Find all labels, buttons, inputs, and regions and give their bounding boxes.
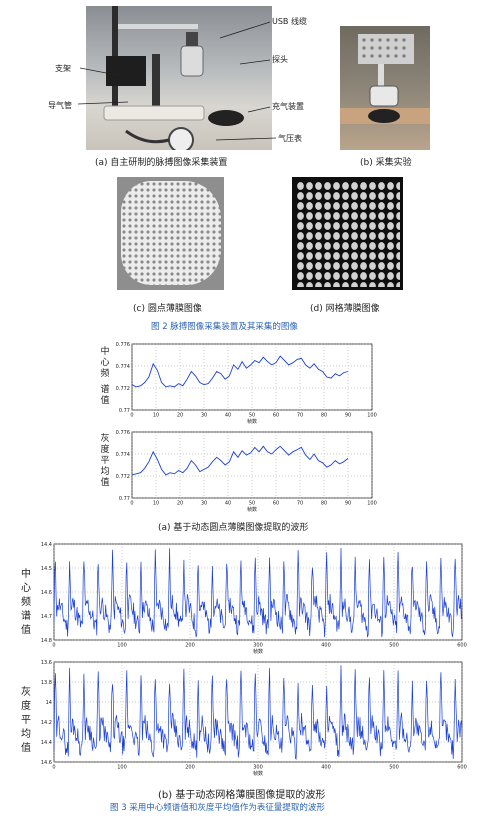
x-tick-label: 20 <box>177 413 183 419</box>
caption-photo-c: (c) 圆点薄膜图像 <box>133 304 202 314</box>
x-tick-label: 100 <box>367 501 377 507</box>
label-probe: 探头 <box>272 55 288 64</box>
y-tick-label: 0.772 <box>116 474 130 480</box>
x-tick-label: 100 <box>367 413 377 419</box>
y-tick-label: 13.6 <box>41 660 52 666</box>
x-tick-label: 90 <box>345 413 351 419</box>
y-tick-label: 13.8 <box>41 680 52 686</box>
x-axis-label: 帧数 <box>247 418 257 425</box>
wave-b-bottom-ylabel: 灰度平均值 <box>21 687 31 754</box>
y-tick-label: 0.77 <box>119 496 130 502</box>
x-tick-label: 60 <box>273 501 279 507</box>
x-tick-label: 0 <box>52 765 55 771</box>
x-tick-label: 200 <box>185 643 195 649</box>
x-tick-label: 90 <box>345 501 351 507</box>
y-tick-label: 14.6 <box>41 590 52 596</box>
x-tick-label: 80 <box>321 413 327 419</box>
caption-wave-b: (b) 基于动态网格薄膜图像提取的波形 <box>158 790 326 801</box>
plot-frame <box>53 661 463 763</box>
x-tick-label: 20 <box>177 501 183 507</box>
y-tick-label: 14.8 <box>41 638 52 644</box>
y-tick-label: 14.6 <box>41 760 52 766</box>
x-tick-label: 70 <box>297 413 303 419</box>
x-tick-label: 50 <box>249 501 255 507</box>
y-tick-label: 0.776 <box>116 342 130 348</box>
figure-3-title: 图 3 采用中心频谱值和灰度平均值作为表征量提取的波形 <box>110 803 325 813</box>
caption-photo-a: (a) 自主研制的脉搏图像采集装置 <box>95 158 228 168</box>
label-inflator: 充气装置 <box>272 102 304 111</box>
y-tick-label: 0.774 <box>116 364 130 370</box>
apparatus-drawing <box>103 6 244 153</box>
x-tick-label: 100 <box>117 643 127 649</box>
y-tick-label: 0.774 <box>116 452 130 458</box>
y-tick-label: 0.77 <box>119 408 130 414</box>
x-tick-label: 100 <box>117 765 127 771</box>
y-tick-label: 14.5 <box>41 566 52 572</box>
x-tick-label: 0 <box>130 501 133 507</box>
wave-a-bottom-ylabel: 灰度平均值 <box>100 434 110 488</box>
chart-wave-a-top: 0 10 20 30 40 50 60 70 80 90 100 0.77 0.772 0.774 0.77… <box>116 342 377 425</box>
x-tick-label: 10 <box>153 501 159 507</box>
x-tick-label: 80 <box>321 501 327 507</box>
x-axis-label: 帧数 <box>253 770 263 777</box>
x-tick-label: 30 <box>201 413 207 419</box>
y-tick-label: 14 <box>46 700 52 706</box>
label-leader-lines <box>77 21 277 141</box>
x-tick-label: 500 <box>389 765 399 771</box>
x-tick-label: 40 <box>225 501 231 507</box>
label-air-pipe: 导气管 <box>48 101 72 110</box>
x-tick-label: 500 <box>389 643 399 649</box>
x-tick-label: 70 <box>297 501 303 507</box>
x-axis-label: 帧数 <box>253 648 263 655</box>
x-tick-label: 0 <box>130 413 133 419</box>
caption-photo-d: (d) 网格薄膜图像 <box>310 304 380 314</box>
photo-dot-film <box>117 177 224 290</box>
chart-wave-b-top: 0 100 200 300 400 500 600 14.8 14.7 14.6 14.5 14.4 帧… <box>41 542 467 655</box>
chart-wave-b-bottom: 0 100 200 300 400 500 600 14.6 14.4 14.2 14 13.8 13.… <box>41 660 467 777</box>
series-line <box>53 547 463 638</box>
x-tick-label: 40 <box>225 413 231 419</box>
figure-2-title: 图 2 脉搏图像采集装置及其采集的图像 <box>151 322 298 332</box>
series-line <box>53 665 463 760</box>
x-axis-label: 帧数 <box>247 506 257 513</box>
x-tick-label: 200 <box>185 765 195 771</box>
x-tick-label: 400 <box>321 765 331 771</box>
x-tick-label: 300 <box>253 643 263 649</box>
x-tick-label: 50 <box>249 413 255 419</box>
label-bracket: 支架 <box>55 64 71 73</box>
label-gauge: 气压表 <box>278 134 302 143</box>
x-tick-label: 30 <box>201 501 207 507</box>
experiment-drawing <box>340 34 430 124</box>
x-tick-label: 400 <box>321 643 331 649</box>
y-tick-label: 14.4 <box>41 740 52 746</box>
photo-apparatus <box>86 6 272 153</box>
photo-grid-film <box>292 177 403 290</box>
y-tick-label: 14.7 <box>41 614 52 620</box>
wave-b-top-ylabel: 中心频谱值 <box>21 569 31 636</box>
label-usb-cable: USB 线缆 <box>272 17 307 26</box>
wave-a-top-ylabel: 中心频谱值 <box>100 347 110 406</box>
x-tick-label: 60 <box>273 413 279 419</box>
x-tick-label: 0 <box>52 643 55 649</box>
caption-wave-a: (a) 基于动态圆点薄膜图像提取的波形 <box>158 523 309 533</box>
series-line <box>131 355 349 388</box>
chart-wave-a-bottom: 0 10 20 30 40 50 60 70 80 90 100 0.77 0.772 0.774 0.77… <box>116 430 377 513</box>
y-tick-label: 14.2 <box>41 720 52 726</box>
x-tick-label: 10 <box>153 413 159 419</box>
y-tick-label: 0.772 <box>116 386 130 392</box>
x-tick-label: 300 <box>253 765 263 771</box>
y-tick-label: 0.776 <box>116 430 130 436</box>
y-tick-label: 14.4 <box>41 542 52 548</box>
photo-experiment <box>340 26 430 150</box>
x-tick-label: 600 <box>457 765 467 771</box>
series-line <box>131 445 349 476</box>
caption-photo-b: (b) 采集实验 <box>360 158 412 168</box>
x-tick-label: 600 <box>457 643 467 649</box>
